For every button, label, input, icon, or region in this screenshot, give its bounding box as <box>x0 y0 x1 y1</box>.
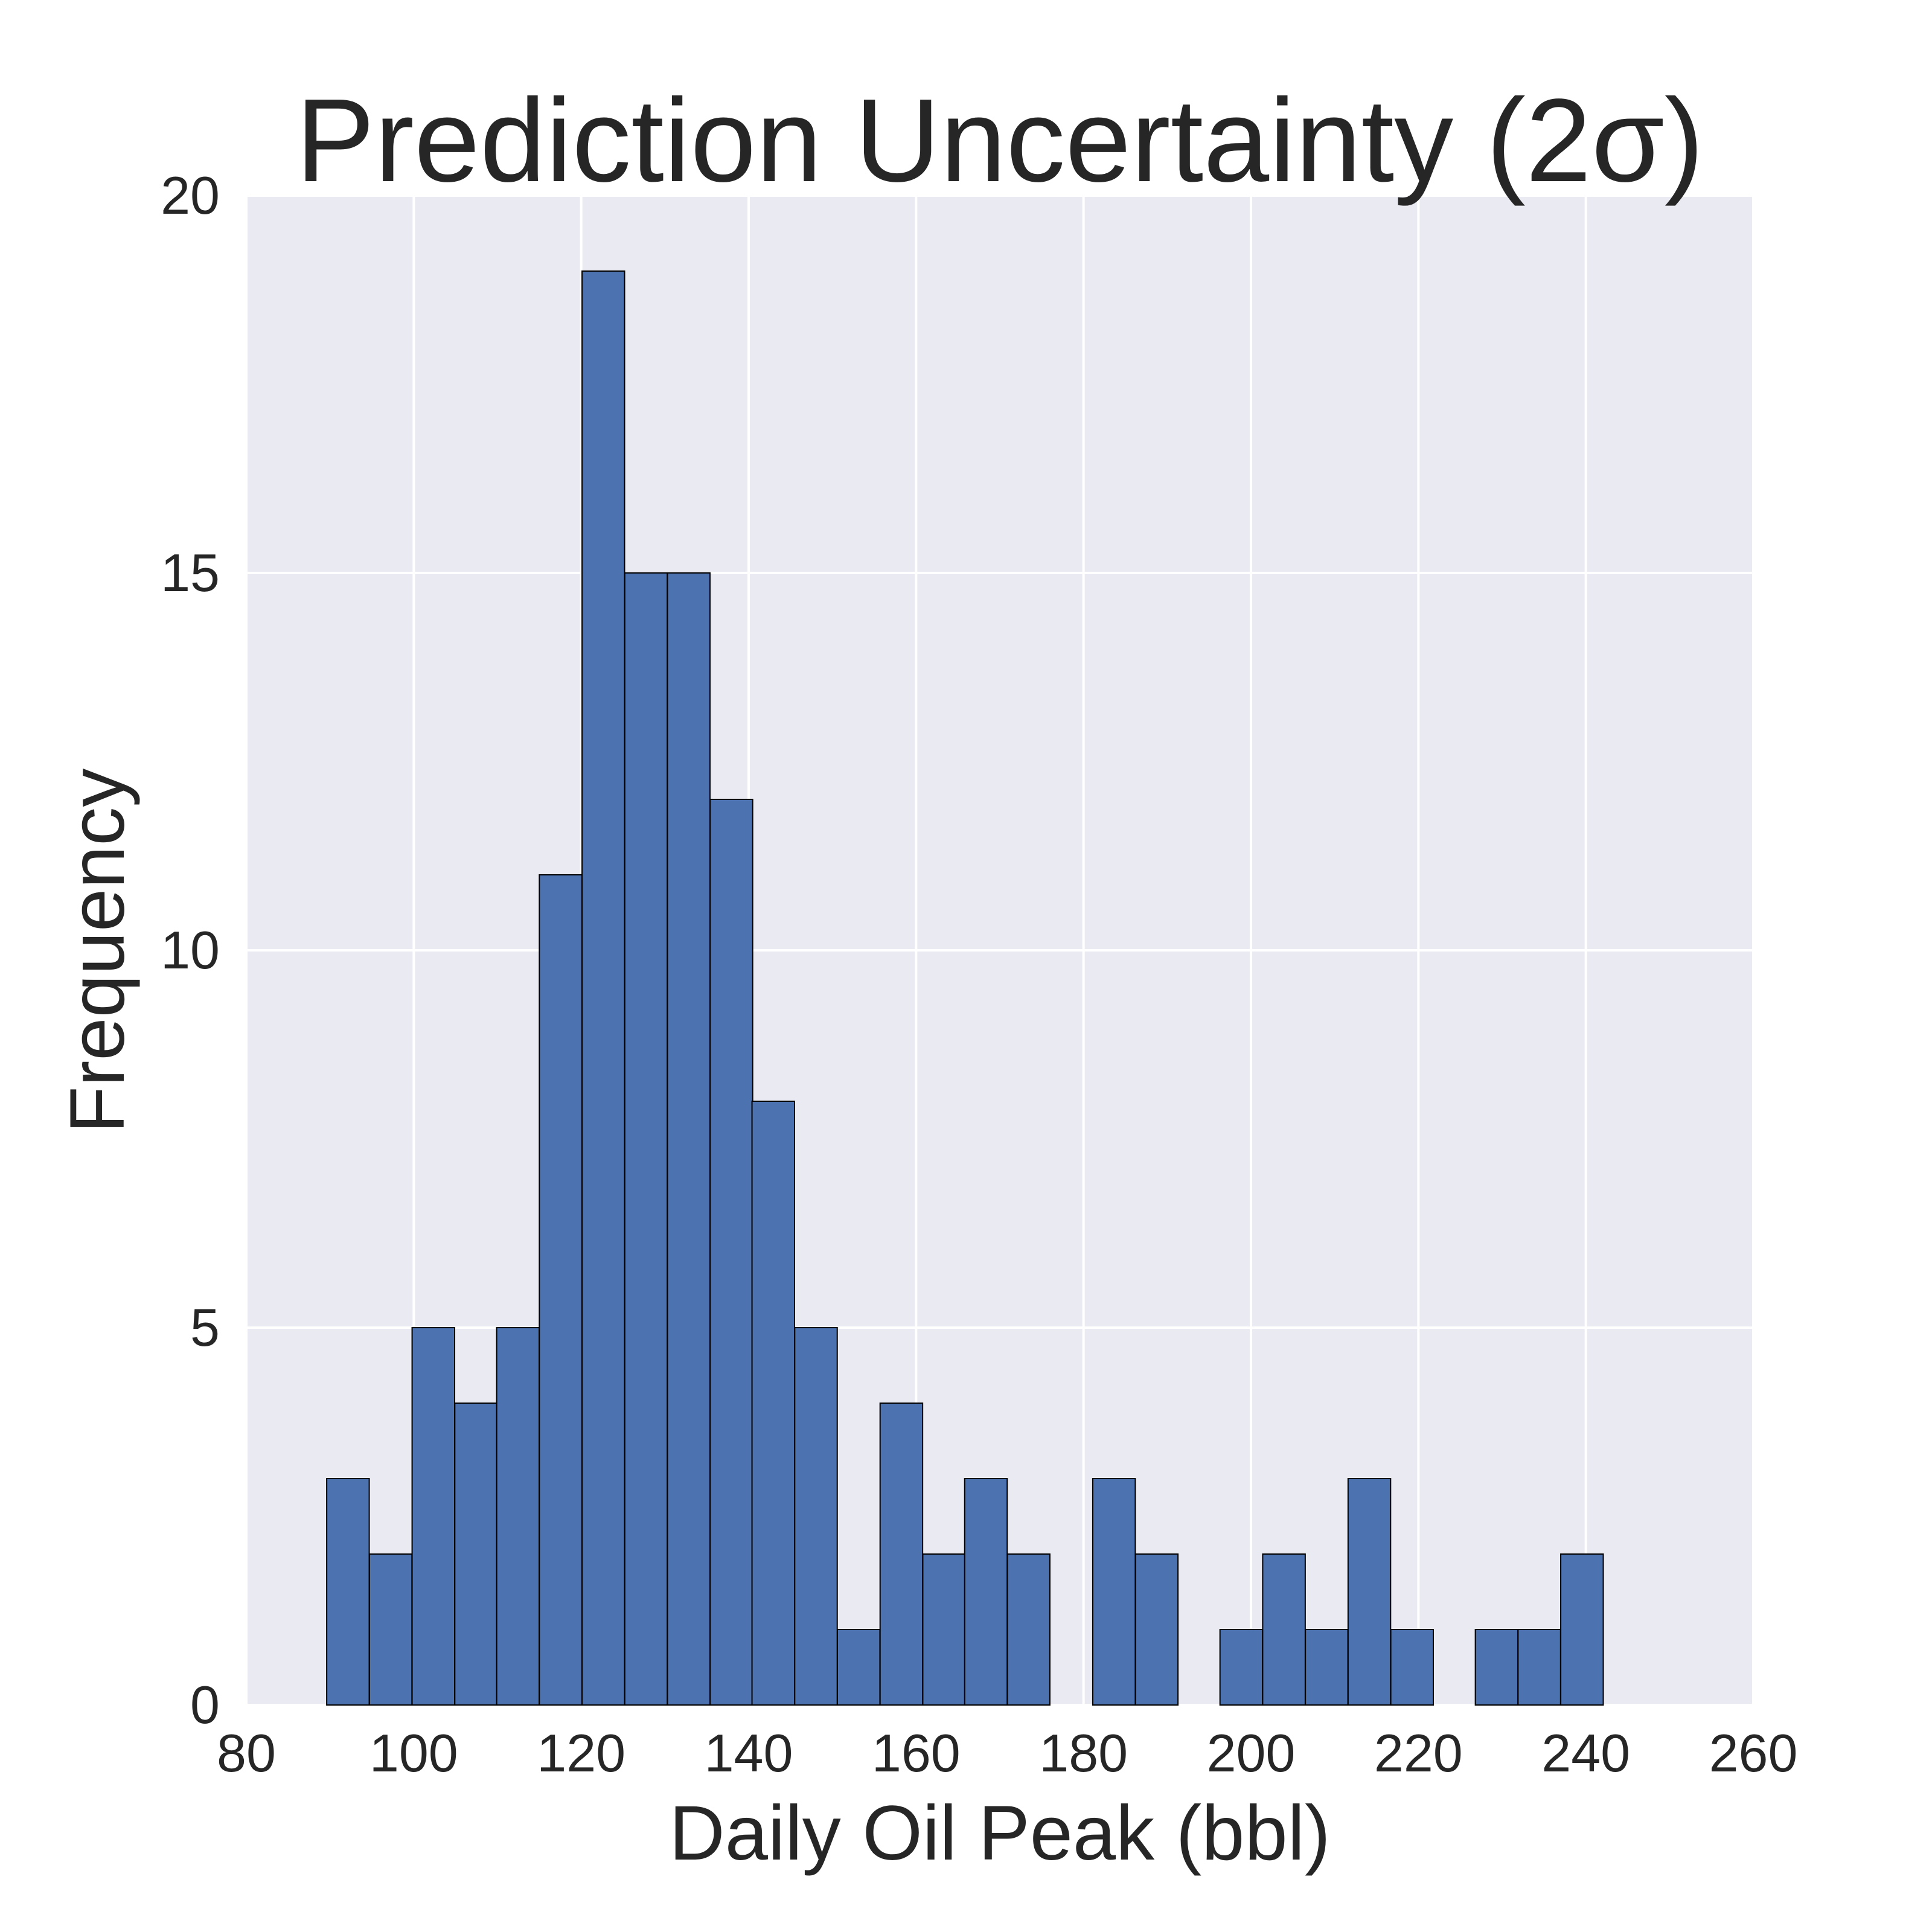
x-tick-label-0: 80 <box>217 1723 276 1783</box>
histogram-bar-9 <box>709 799 753 1706</box>
x-tick-label-8: 240 <box>1541 1723 1630 1783</box>
y-tick-labels: 0 5 10 15 20 <box>161 165 220 1735</box>
histogram-bar-14 <box>922 1553 966 1706</box>
histogram-bar-2 <box>411 1327 456 1706</box>
x-tick-label-5: 180 <box>1039 1723 1128 1783</box>
histogram-bar-7 <box>624 572 668 1706</box>
histogram-bar-8 <box>667 572 711 1706</box>
histogram-bar-1 <box>368 1553 413 1706</box>
histogram-bar-16 <box>1006 1553 1051 1706</box>
histogram-bar-4 <box>496 1327 540 1706</box>
histogram-bar-27 <box>1474 1629 1519 1706</box>
y-tick-label-4: 20 <box>161 165 220 225</box>
histogram-bar-5 <box>539 874 583 1706</box>
x-tick-label-3: 140 <box>705 1723 793 1783</box>
x-axis-label: Daily Oil Peak (bbl) <box>669 1790 1330 1876</box>
x-tick-label-1: 100 <box>369 1723 458 1783</box>
histogram-bar-13 <box>879 1403 924 1706</box>
y-tick-label-3: 15 <box>161 543 220 603</box>
chart-title: Prediction Uncertainty (2σ) <box>296 74 1704 206</box>
histogram-bar-24 <box>1347 1478 1392 1706</box>
histogram-bar-12 <box>836 1629 881 1706</box>
histogram-bar-11 <box>794 1327 838 1706</box>
histogram-bar-23 <box>1305 1629 1349 1706</box>
x-tick-label-2: 120 <box>537 1723 625 1783</box>
y-tick-label-1: 5 <box>190 1297 220 1357</box>
x-tick-labels: 80 100 120 140 160 180 200 220 240 260 <box>217 1723 1797 1783</box>
histogram-bar-6 <box>581 270 625 1706</box>
x-tick-label-4: 160 <box>872 1723 961 1783</box>
histogram-bar-28 <box>1517 1629 1561 1706</box>
x-tick-label-6: 200 <box>1207 1723 1296 1783</box>
y-tick-label-0: 0 <box>190 1675 220 1735</box>
y-tick-label-2: 10 <box>161 920 220 980</box>
histogram-bar-21 <box>1219 1629 1264 1706</box>
x-tick-label-9: 260 <box>1709 1723 1798 1783</box>
histogram-bar-18 <box>1092 1478 1136 1706</box>
histogram-bar-25 <box>1390 1629 1435 1706</box>
histogram-bar-19 <box>1134 1553 1179 1706</box>
histogram-bar-15 <box>964 1478 1008 1706</box>
histogram-bar-29 <box>1560 1553 1604 1706</box>
x-tick-label-7: 220 <box>1374 1723 1463 1783</box>
y-axis-label: Frequency <box>54 769 141 1134</box>
histogram-bar-10 <box>751 1101 795 1706</box>
histogram-bar-22 <box>1262 1553 1306 1706</box>
histogram-bar-3 <box>454 1403 498 1706</box>
histogram-bar-0 <box>326 1478 370 1706</box>
histogram-bars <box>326 270 1604 1706</box>
